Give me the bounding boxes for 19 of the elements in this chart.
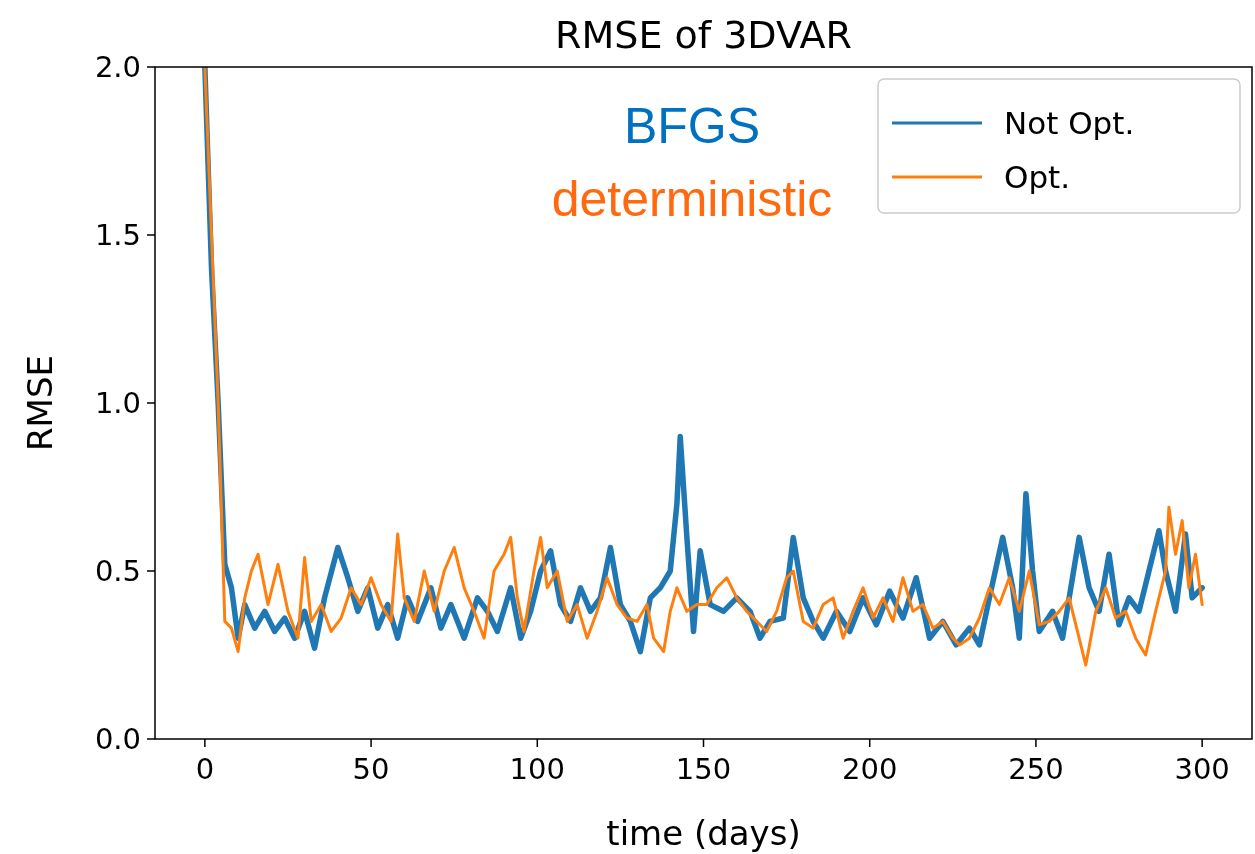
x-tick-label: 0	[195, 752, 215, 786]
y-tick-label: 1.5	[94, 218, 141, 252]
x-tick-label: 100	[509, 752, 565, 786]
legend-label: Opt.	[1004, 159, 1071, 195]
legend-label: Not Opt.	[1004, 105, 1135, 141]
y-tick-label: 0.5	[94, 554, 141, 588]
x-tick-label: 150	[675, 752, 732, 786]
x-axis-title: time (days)	[606, 813, 801, 853]
x-tick-label: 50	[352, 752, 390, 786]
x-tick-label: 300	[1174, 752, 1230, 786]
y-tick-label: 2.0	[94, 50, 141, 84]
annotation: deterministic	[551, 171, 833, 227]
y-tick-label: 1.0	[94, 386, 141, 420]
y-axis-title: RMSE	[20, 354, 60, 452]
x-tick-label: 200	[842, 752, 898, 786]
y-tick-label: 0.0	[94, 722, 141, 756]
x-tick-label: 250	[1008, 752, 1064, 786]
annotation: BFGS	[623, 98, 761, 154]
chart-title: RMSE of 3DVAR	[555, 13, 852, 57]
